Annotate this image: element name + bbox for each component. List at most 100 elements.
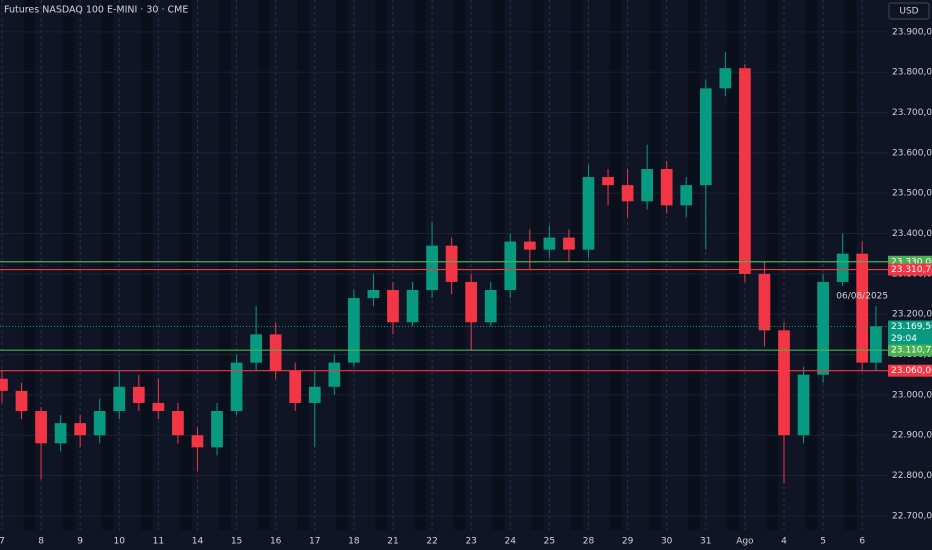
- session-shade: [805, 0, 818, 530]
- candle-body: [93, 411, 106, 436]
- session-shade: [453, 0, 466, 530]
- date-annotation: 06/08/2025: [836, 292, 888, 302]
- x-tick-label: 22: [426, 537, 437, 547]
- x-tick-label: 31: [700, 537, 711, 547]
- y-tick-label: 23.000,00: [892, 390, 932, 400]
- y-tick-label: 23.900,00: [892, 27, 932, 37]
- candle-body: [680, 185, 693, 206]
- candle-body: [74, 423, 87, 436]
- candle-body: [269, 334, 282, 371]
- candle-body: [758, 273, 771, 331]
- x-tick-label: 8: [38, 537, 44, 547]
- candle-body: [641, 169, 653, 202]
- candle-body: [308, 386, 321, 403]
- x-tick-label: 9: [77, 537, 83, 547]
- candle-body: [699, 88, 712, 186]
- x-tick-label: 6: [859, 537, 865, 547]
- session-shade: [649, 0, 661, 530]
- x-tick-label: 4: [781, 537, 787, 547]
- x-tick-label: Ago: [736, 537, 754, 547]
- price-tag-label: 23.330,00: [891, 257, 932, 267]
- price-tag-label: 23.310,75: [891, 265, 932, 275]
- candle-body: [54, 423, 67, 444]
- candle-body: [797, 374, 810, 436]
- candle-body: [348, 298, 360, 363]
- price-tag-label: 23.169,50: [891, 322, 932, 332]
- price-tag-label: 23.060,00: [891, 366, 932, 376]
- price-tag: [888, 255, 932, 268]
- x-tick-label: 30: [661, 537, 673, 547]
- candle-body: [719, 68, 732, 89]
- candle-body: [602, 177, 614, 186]
- candle-body: [191, 435, 204, 448]
- candle-body: [113, 386, 126, 412]
- session-shade: [766, 0, 779, 530]
- candle-body: [0, 378, 8, 391]
- y-tick-label: 23.200,00: [892, 310, 932, 320]
- candle-body: [660, 169, 673, 206]
- y-tick-label: 22.900,00: [892, 431, 932, 441]
- price-tag: [888, 344, 932, 357]
- session-shade: [258, 0, 270, 530]
- session-shade: [23, 0, 36, 530]
- candle-body: [132, 386, 145, 403]
- candle-body: [426, 245, 438, 291]
- session-shade: [140, 0, 153, 530]
- y-tick-label: 23.800,00: [892, 68, 932, 78]
- candle-body: [250, 334, 262, 363]
- x-tick-label: 14: [192, 537, 204, 547]
- x-tick-label: 29: [622, 537, 634, 547]
- price-tag: [888, 263, 932, 276]
- candle-body: [621, 185, 634, 202]
- price-tag: [888, 364, 932, 377]
- candle-body: [465, 281, 478, 323]
- session-shade: [531, 0, 544, 530]
- candle-body: [484, 290, 497, 323]
- session-shade: [844, 0, 857, 530]
- candle-body: [870, 326, 882, 363]
- y-tick-label: 23.400,00: [892, 229, 932, 239]
- x-tick-label: 17: [309, 537, 320, 547]
- countdown: 29:04: [891, 334, 917, 344]
- chart-title: Futures NASDAQ 100 E-MINI · 30 · CME: [4, 5, 188, 16]
- x-tick-label: 10: [114, 537, 126, 547]
- y-tick-label: 23.700,00: [892, 108, 932, 118]
- candle-body: [289, 370, 302, 403]
- x-tick-label: 21: [387, 537, 398, 547]
- session-shade: [336, 0, 349, 530]
- y-tick-label: 22.700,00: [892, 511, 932, 521]
- candle-body: [563, 237, 575, 250]
- candle-body: [445, 245, 458, 282]
- y-tick-label: 23.500,00: [892, 189, 932, 199]
- x-tick-label: 16: [270, 537, 282, 547]
- candle-body: [543, 237, 556, 250]
- candle-body: [856, 253, 869, 363]
- candle-body: [172, 411, 184, 436]
- candle-body: [739, 68, 751, 274]
- session-shade: [609, 0, 622, 530]
- candle-body: [387, 290, 399, 323]
- x-tick-label: 25: [544, 537, 555, 547]
- candle-body: [328, 362, 341, 387]
- candle-body: [367, 290, 380, 299]
- x-tick-label: 15: [231, 537, 242, 547]
- session-shade: [297, 0, 309, 530]
- candle-body: [817, 281, 829, 375]
- currency-box[interactable]: [888, 2, 930, 20]
- price-tag: [888, 320, 932, 345]
- x-tick-label: 23: [465, 537, 476, 547]
- price-tag-label: 23.110,75: [891, 346, 932, 356]
- candle-body: [582, 177, 595, 250]
- x-tick-label: 24: [505, 537, 517, 547]
- session-shade: [688, 0, 700, 530]
- candle-body: [211, 411, 223, 448]
- candle-body: [778, 330, 790, 436]
- y-tick-label: 22.800,00: [892, 471, 932, 481]
- currency[interactable]: USD: [899, 7, 918, 17]
- x-tick-label: 5: [820, 537, 826, 547]
- candle-body: [836, 253, 849, 282]
- candle-body: [35, 411, 47, 444]
- x-tick-label: 28: [583, 537, 595, 547]
- candle-body: [152, 402, 165, 412]
